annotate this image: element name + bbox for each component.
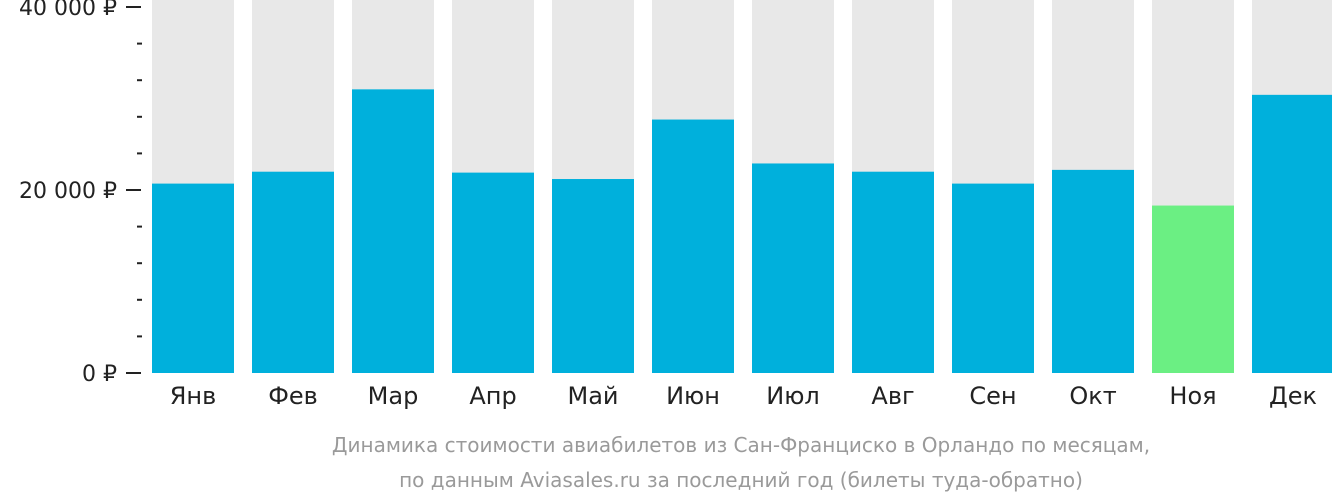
bar-4 (452, 172, 534, 373)
y-tick-label: 0 ₽ (82, 362, 117, 387)
x-tick-label: Дек (1269, 382, 1317, 410)
x-tick-label: Окт (1069, 382, 1116, 410)
bar-2 (252, 171, 334, 373)
x-tick-label: Июл (766, 382, 820, 410)
caption-line-1: Динамика стоимости авиабилетов из Сан-Фр… (332, 433, 1150, 457)
bar-11 (1152, 205, 1234, 373)
bar-12 (1252, 94, 1332, 373)
bars (152, 89, 1332, 373)
x-tick-label: Ноя (1169, 382, 1216, 410)
bar-10 (1052, 169, 1134, 373)
bar-8 (852, 171, 934, 373)
y-axis: 0 ₽ 20 000 ₽ 40 000 ₽ (19, 0, 142, 387)
x-tick-label: Май (567, 382, 618, 410)
chart-caption: Динамика стоимости авиабилетов из Сан-Фр… (332, 433, 1150, 492)
bar-6 (652, 119, 734, 373)
caption-line-2: по данным Aviasales.ru за последний год … (399, 468, 1083, 492)
bar-1 (152, 183, 234, 373)
y-tick-label: 40 000 ₽ (19, 0, 117, 21)
x-tick-label: Июн (666, 382, 720, 410)
bar-3 (352, 89, 434, 373)
x-tick-label: Фев (268, 382, 318, 410)
bar-5 (552, 179, 634, 373)
x-tick-label: Авг (871, 382, 914, 410)
x-tick-label: Сен (969, 382, 1016, 410)
y-tick-label: 20 000 ₽ (19, 179, 117, 204)
x-tick-label: Мар (368, 382, 419, 410)
bar-9 (952, 183, 1034, 373)
x-axis-labels: Янв Фев Мар Апр Май Июн Июл Авг Сен Окт Ноя Дек (170, 382, 1317, 410)
x-tick-label: Янв (170, 382, 217, 410)
bar-7 (752, 163, 834, 373)
x-tick-label: Апр (469, 382, 516, 410)
